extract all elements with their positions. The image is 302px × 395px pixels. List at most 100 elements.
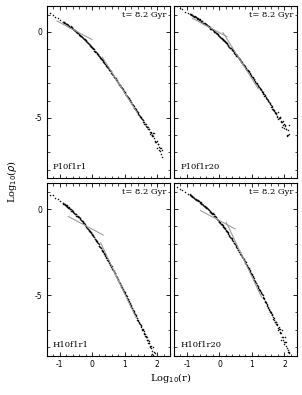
Point xyxy=(107,260,111,266)
Point xyxy=(73,211,78,218)
Point xyxy=(58,198,63,204)
Point xyxy=(132,309,137,315)
Point xyxy=(211,28,216,34)
Point xyxy=(125,295,130,301)
Point xyxy=(91,46,96,53)
Point xyxy=(94,49,99,56)
Point xyxy=(273,110,278,116)
Point xyxy=(62,19,67,26)
Point xyxy=(75,213,79,219)
Point xyxy=(264,300,268,307)
Point xyxy=(153,138,158,144)
Point xyxy=(249,73,254,79)
Point xyxy=(104,255,109,261)
Point xyxy=(221,224,226,230)
Point xyxy=(112,269,117,276)
Point xyxy=(87,228,92,234)
Point xyxy=(141,118,146,125)
Point xyxy=(193,13,198,20)
Point xyxy=(200,201,205,208)
Point xyxy=(158,148,162,154)
Point xyxy=(208,209,213,215)
Point xyxy=(238,250,243,257)
Point xyxy=(277,115,281,121)
Point xyxy=(284,133,289,139)
Point xyxy=(77,214,82,220)
Point xyxy=(212,29,217,35)
Point xyxy=(144,334,149,340)
Point xyxy=(111,72,115,78)
Point xyxy=(69,24,74,30)
Point xyxy=(228,233,233,240)
Point xyxy=(240,254,245,261)
Point xyxy=(267,307,272,313)
Point xyxy=(91,233,96,239)
Point xyxy=(85,39,89,45)
Point xyxy=(247,70,252,76)
Point xyxy=(233,50,238,56)
Point xyxy=(90,45,95,52)
Point xyxy=(91,45,95,52)
Point xyxy=(217,33,222,40)
Point xyxy=(201,19,205,26)
Point xyxy=(234,53,239,59)
Point xyxy=(280,119,284,126)
Point xyxy=(62,19,66,25)
Point xyxy=(285,127,290,134)
Point xyxy=(238,251,243,258)
Point xyxy=(134,314,139,321)
Point xyxy=(80,35,85,41)
Point xyxy=(80,218,85,225)
Point xyxy=(140,327,145,333)
Point xyxy=(274,319,278,325)
Point xyxy=(103,253,108,259)
Point xyxy=(193,196,198,202)
Point xyxy=(272,315,277,321)
Point xyxy=(108,68,113,74)
Point xyxy=(277,115,282,121)
Point xyxy=(249,270,253,276)
Point xyxy=(272,319,277,325)
Point xyxy=(285,353,290,359)
Point xyxy=(262,92,267,98)
Point xyxy=(241,255,246,261)
Point xyxy=(146,340,151,346)
Point xyxy=(71,26,76,32)
Point xyxy=(274,321,279,327)
Point xyxy=(218,35,223,41)
Point xyxy=(157,145,162,151)
Point xyxy=(199,200,204,206)
Point xyxy=(85,225,90,231)
Point xyxy=(82,36,87,43)
Point xyxy=(255,284,260,290)
Point xyxy=(204,205,209,212)
Point xyxy=(232,51,237,57)
Point xyxy=(152,355,157,361)
Point xyxy=(247,266,252,273)
Point xyxy=(106,258,111,265)
Point xyxy=(130,305,134,311)
Point xyxy=(188,11,193,18)
Point xyxy=(265,96,270,103)
Point xyxy=(56,196,60,202)
Point xyxy=(189,11,194,17)
Point xyxy=(248,71,253,77)
Point xyxy=(261,91,266,97)
Point xyxy=(235,245,239,251)
Point xyxy=(200,18,205,24)
Point xyxy=(108,68,113,74)
Point xyxy=(124,92,129,98)
Point xyxy=(241,62,246,68)
Point xyxy=(250,74,255,81)
Point xyxy=(146,126,151,132)
Point xyxy=(66,22,70,28)
Point xyxy=(142,119,147,125)
Point xyxy=(61,19,66,25)
Point xyxy=(114,273,118,279)
Point xyxy=(243,64,248,70)
Point xyxy=(227,45,232,51)
Point xyxy=(143,121,148,127)
Point xyxy=(114,77,119,84)
Point xyxy=(149,133,154,139)
Point xyxy=(264,94,268,101)
